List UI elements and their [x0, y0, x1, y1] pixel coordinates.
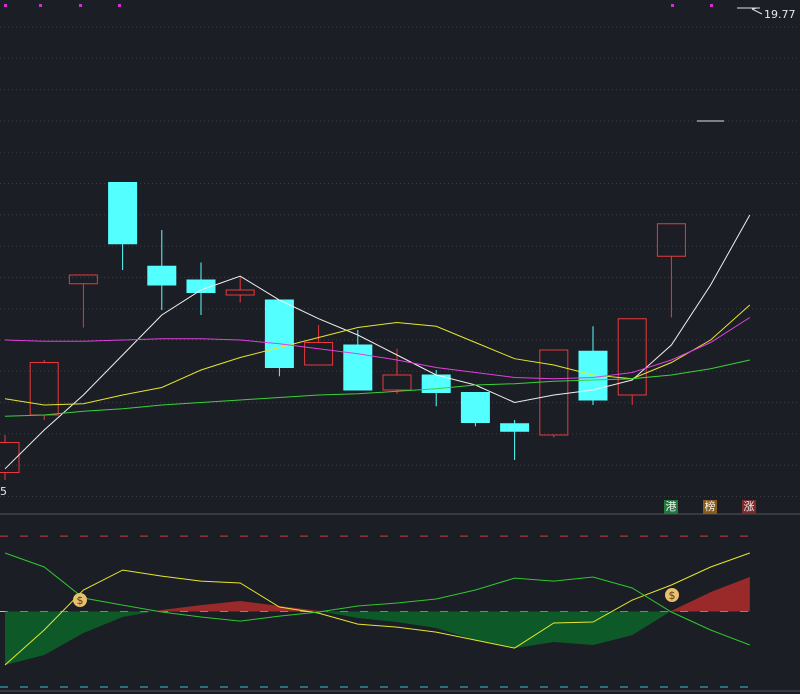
- badge-text: 港: [666, 500, 677, 513]
- candle-body: [108, 182, 138, 245]
- marker: [118, 4, 121, 7]
- candle-body: [186, 279, 216, 293]
- candle-body: [460, 392, 490, 423]
- candle-body: [343, 344, 373, 391]
- candle-body: [68, 274, 98, 285]
- grid: [0, 26, 800, 497]
- marker: [39, 4, 42, 7]
- svg-text:$: $: [669, 589, 676, 602]
- candle-body: [264, 299, 294, 368]
- badge: [664, 500, 678, 514]
- badge: [703, 500, 717, 514]
- candle-body: [617, 318, 647, 396]
- indicator-line: [4, 552, 750, 666]
- histogram-area: [5, 577, 750, 665]
- signal-icon: $: [73, 593, 87, 607]
- ma-line: [4, 359, 750, 417]
- signal-icon: $: [665, 588, 679, 602]
- candle-body: [225, 289, 255, 296]
- badge-text: 榜: [705, 499, 716, 513]
- low-label: 5: [0, 485, 7, 498]
- candle-body: [0, 442, 20, 473]
- marker: [4, 4, 7, 7]
- ma-line: [4, 317, 751, 380]
- badge-text: 涨: [744, 500, 755, 513]
- svg-text:$: $: [77, 594, 84, 607]
- high-label: 19.77: [764, 8, 796, 21]
- candle-body: [147, 265, 177, 286]
- marker: [710, 4, 713, 7]
- high-arrow: [751, 7, 763, 15]
- marker: [79, 4, 82, 7]
- candle-body: [539, 349, 569, 436]
- candle-body: [500, 423, 530, 432]
- candle-body: [304, 342, 334, 366]
- ma-line: [4, 304, 751, 406]
- candle-body: [382, 374, 412, 391]
- marks: 港榜涨: [0, 182, 760, 688]
- badge: [742, 500, 756, 514]
- ma-line: [4, 214, 751, 470]
- candle-body: [656, 223, 686, 257]
- indicator-line: [4, 552, 750, 646]
- marker: [671, 4, 674, 7]
